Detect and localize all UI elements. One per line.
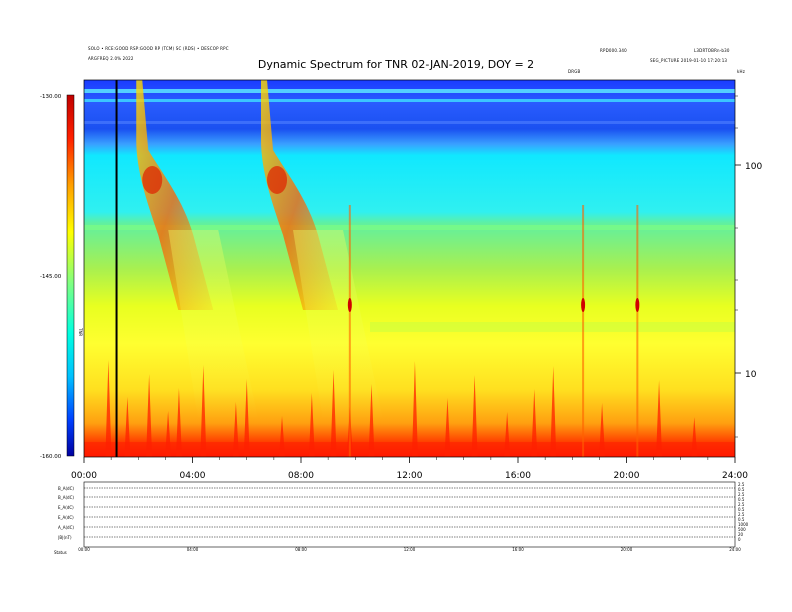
strong-event-1 bbox=[582, 205, 585, 457]
burst-tail-2 bbox=[293, 230, 384, 420]
header-left-line2: ARGFREQ 2.0% 2022 bbox=[88, 56, 134, 61]
spike-2 bbox=[124, 397, 131, 457]
hk-right-label-6: 2.5 bbox=[738, 512, 745, 517]
spike-14 bbox=[411, 361, 418, 457]
spike-18 bbox=[531, 389, 538, 457]
hk-right-label-2: 2.5 bbox=[738, 492, 745, 497]
hk-footer-label: Status bbox=[54, 550, 67, 555]
hk-right-label-1: 0.5 bbox=[738, 487, 745, 492]
chart-title: Dynamic Spectrum for TNR 02-JAN-2019, DO… bbox=[257, 58, 535, 71]
x-tick-label-1: 04:00 bbox=[180, 471, 206, 481]
x-tick-label-2: 08:00 bbox=[288, 471, 314, 481]
time-axis: 00:00 04:00 08:00 12:00 16:00 20:00 24:00 bbox=[71, 457, 748, 481]
spike-9 bbox=[279, 416, 286, 457]
spike-6 bbox=[200, 365, 207, 457]
burst-core-2 bbox=[267, 166, 288, 194]
hk-row-label-5: |B|(nT) bbox=[58, 535, 72, 540]
x-tick-label-3: 12:00 bbox=[397, 471, 423, 481]
header-left-line1: SOLO • RCE:GOOD RSP:GOOD RP (TCM) SC (RD… bbox=[88, 46, 229, 51]
colorbar-tick-bottom: -160.00 bbox=[40, 454, 62, 460]
hk-right-label-11: 0 bbox=[738, 537, 741, 542]
spike-21 bbox=[656, 380, 663, 457]
hk-right-label-5: 0.5 bbox=[738, 507, 745, 512]
hk-time-label-3: 12:00 bbox=[404, 547, 416, 552]
spike-19 bbox=[550, 366, 557, 457]
spike-11 bbox=[330, 370, 337, 457]
spike-3 bbox=[146, 374, 153, 457]
colorbar-tick-top: -130.00 bbox=[40, 94, 62, 100]
hk-row-label-1: B_A(dC) bbox=[58, 495, 74, 500]
hk-right-label-0: 2.5 bbox=[738, 482, 745, 487]
burst-core-1 bbox=[142, 166, 163, 194]
hk-right-label-9: 500 bbox=[738, 527, 746, 532]
spike-7 bbox=[232, 402, 239, 457]
hk-time-label-2: 08:00 bbox=[295, 547, 307, 552]
hk-right-label-10: 20 bbox=[738, 532, 744, 537]
vertical-spikes bbox=[105, 205, 698, 457]
colorbar-tick-mid: -145.00 bbox=[40, 274, 62, 280]
spike-1 bbox=[105, 360, 112, 457]
hk-right-label-7: 0.5 bbox=[738, 517, 745, 522]
y-tick-10: 10 bbox=[745, 370, 757, 380]
spike-4 bbox=[165, 411, 172, 457]
colorbar-label: TNR bbox=[78, 327, 83, 336]
housekeeping-panel: B_A(dC) B_A(dC) E_A(dC) E_A(dC) A_A(dC) |B|(n… bbox=[54, 481, 749, 555]
strong-event-core-1 bbox=[581, 298, 586, 312]
hk-row-label-3: E_A(dC) bbox=[58, 515, 74, 520]
spike-17 bbox=[504, 412, 511, 457]
hk-row-label-4: A_A(dC) bbox=[58, 525, 74, 530]
hk-row-label-0: B_A(dC) bbox=[58, 486, 74, 491]
spike-10 bbox=[308, 393, 315, 457]
burst-tail-1 bbox=[168, 230, 259, 420]
type-iii-bursts bbox=[136, 80, 384, 420]
freq-unit-label: kHz bbox=[737, 69, 746, 74]
header-right-line1: L3DRTOBRn-b30 bbox=[694, 48, 730, 53]
hk-time-label-1: 04:00 bbox=[187, 547, 199, 552]
spike-15 bbox=[444, 398, 451, 457]
header-subtitle-tag: DRGB bbox=[568, 69, 581, 74]
x-tick-label-5: 20:00 bbox=[614, 471, 640, 481]
hk-time-label-4: 16:00 bbox=[512, 547, 524, 552]
hk-right-label-8: 1000 bbox=[738, 522, 749, 527]
strong-event-core-2 bbox=[635, 298, 640, 312]
spike-5 bbox=[175, 388, 182, 457]
header-mid-right: RPD000.340 bbox=[600, 48, 627, 53]
spike-8 bbox=[243, 379, 250, 457]
x-tick-label-4: 16:00 bbox=[505, 471, 531, 481]
hk-right-label-4: 2.5 bbox=[738, 502, 745, 507]
frequency-axis: 100 10 bbox=[735, 95, 762, 438]
hk-time-label-6: 24:00 bbox=[729, 547, 741, 552]
spike-20 bbox=[599, 403, 606, 457]
strong-event-3 bbox=[348, 205, 351, 457]
hk-time-label-0: 00:00 bbox=[78, 547, 90, 552]
header-right-line2: SEG_PICTURE 2019-01-10 17:20:13 bbox=[650, 58, 728, 63]
spike-22 bbox=[691, 417, 698, 457]
x-tick-label-6: 24:00 bbox=[722, 471, 748, 481]
spike-13 bbox=[368, 384, 375, 457]
strong-event-2 bbox=[636, 205, 639, 457]
y-tick-100: 100 bbox=[745, 162, 762, 172]
x-tick-label-0: 00:00 bbox=[71, 471, 97, 481]
colorbar bbox=[67, 95, 74, 456]
hk-time-label-5: 20:00 bbox=[621, 547, 633, 552]
spike-16 bbox=[471, 375, 478, 457]
strong-event-core-3 bbox=[347, 298, 352, 312]
hk-row-label-2: E_A(dC) bbox=[58, 505, 74, 510]
hk-right-label-3: 0.5 bbox=[738, 497, 745, 502]
